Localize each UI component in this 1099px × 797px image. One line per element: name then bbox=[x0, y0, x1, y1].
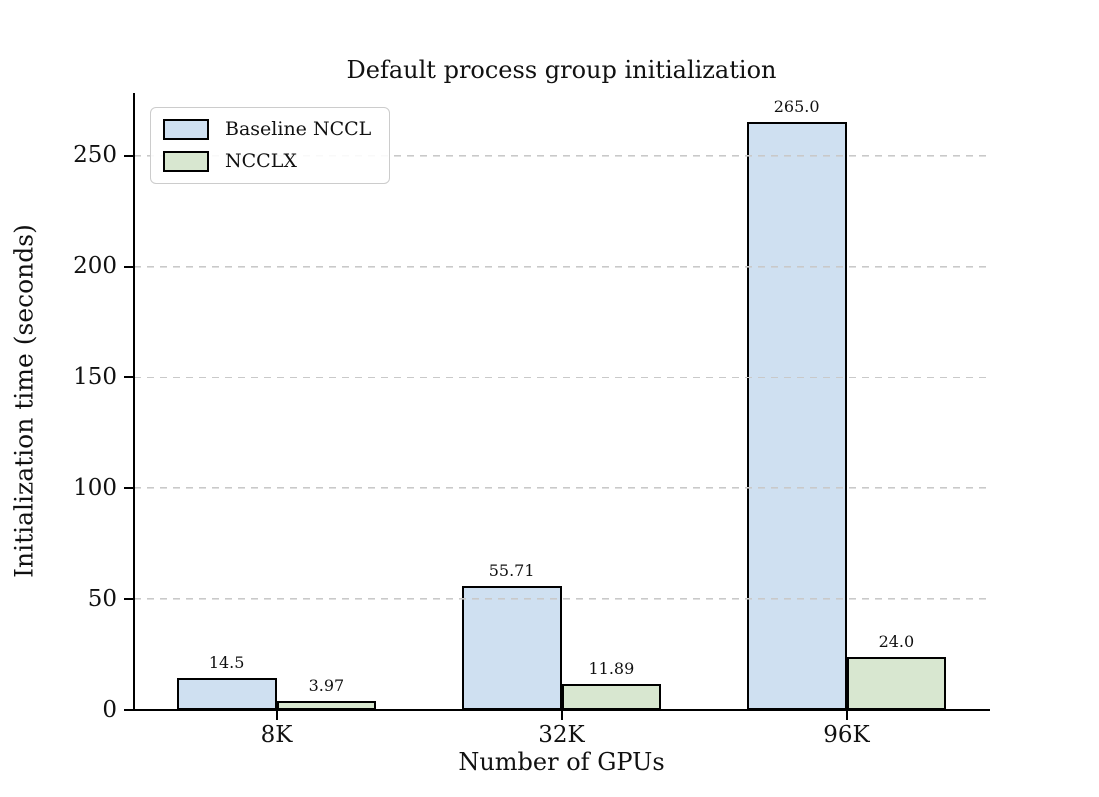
y-axis-label: Initialization time (seconds) bbox=[9, 224, 39, 578]
x-tick-8k bbox=[275, 711, 278, 720]
bar-baseline-nccl-96k bbox=[746, 122, 847, 710]
gridline-100 bbox=[134, 487, 989, 490]
bar-ncclx-96k bbox=[846, 656, 947, 710]
legend-item-baseline-nccl: Baseline NCCL bbox=[163, 119, 371, 140]
y-tick-label-250: 250 bbox=[73, 142, 117, 169]
bar-value-baseline-nccl-32k: 55.71 bbox=[488, 561, 535, 581]
legend-label-baseline-nccl: Baseline NCCL bbox=[225, 118, 372, 140]
y-tick-200 bbox=[124, 265, 134, 268]
x-tick-label-8k: 8K bbox=[260, 722, 293, 748]
y-tick-label-200: 200 bbox=[73, 253, 117, 280]
y-tick-label-50: 50 bbox=[87, 585, 117, 612]
y-tick-0 bbox=[124, 709, 134, 711]
x-tick-label-96k: 96K bbox=[823, 722, 870, 748]
y-tick-100 bbox=[124, 487, 134, 490]
y-tick-50 bbox=[124, 598, 134, 601]
y-tick-150 bbox=[124, 376, 134, 379]
bar-value-ncclx-96k: 24.0 bbox=[878, 631, 915, 651]
legend-item-ncclx: NCCLX bbox=[163, 151, 371, 172]
gridline-250 bbox=[134, 154, 989, 157]
bar-baseline-nccl-32k bbox=[461, 586, 562, 710]
x-axis-label: Number of GPUs bbox=[458, 748, 665, 776]
legend-swatch-ncclx bbox=[163, 151, 209, 172]
x-axis-spine bbox=[133, 709, 990, 711]
y-tick-250 bbox=[124, 154, 134, 157]
bar-value-ncclx-32k: 11.89 bbox=[588, 658, 635, 678]
y-tick-label-150: 150 bbox=[73, 363, 117, 390]
x-tick-96k bbox=[845, 711, 848, 720]
bar-baseline-nccl-8k bbox=[176, 677, 277, 710]
bar-ncclx-32k bbox=[561, 683, 662, 710]
chart-title: Default process group initialization bbox=[346, 56, 777, 84]
gridline-200 bbox=[134, 265, 989, 268]
x-tick-label-32k: 32K bbox=[538, 722, 585, 748]
y-tick-label-100: 100 bbox=[73, 474, 117, 501]
legend-swatch-baseline-nccl bbox=[163, 119, 209, 140]
x-tick-32k bbox=[560, 711, 563, 720]
bar-value-baseline-nccl-96k: 265.0 bbox=[773, 97, 820, 117]
legend-label-ncclx: NCCLX bbox=[225, 150, 297, 172]
y-axis-spine bbox=[133, 93, 135, 711]
gridline-50 bbox=[134, 598, 989, 601]
legend: Baseline NCCL NCCLX bbox=[150, 107, 391, 184]
bar-value-ncclx-8k: 3.97 bbox=[308, 676, 345, 696]
gridline-150 bbox=[134, 376, 989, 379]
plot-area: 0 50 100 150 200 250 8K 14.5 3.97 32K 55.71 11.89 96… bbox=[73, 93, 990, 748]
bar-value-baseline-nccl-8k: 14.5 bbox=[208, 652, 245, 672]
y-tick-label-0: 0 bbox=[102, 696, 117, 723]
